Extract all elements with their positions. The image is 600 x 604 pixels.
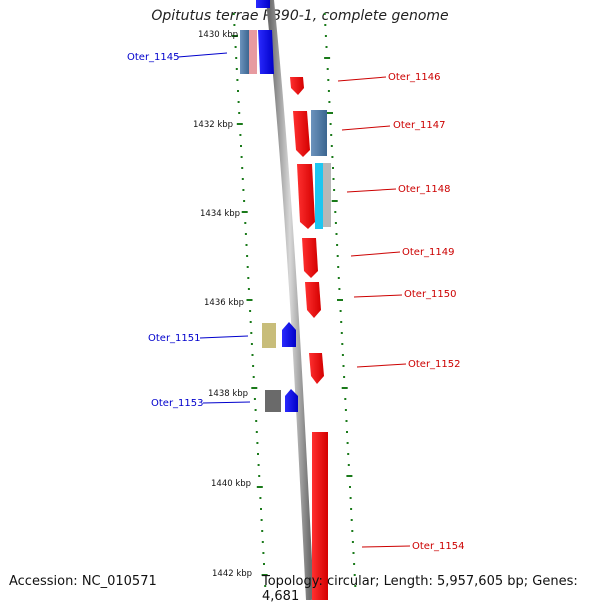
genome-backbone: [266, 0, 314, 600]
gene-oter-1154: [312, 432, 328, 600]
accession-label: Accession: NC_010571: [9, 574, 157, 589]
gene-label-oter-1149: Oter_1149: [402, 247, 455, 258]
scale-label-1436: 1436 kbp: [204, 298, 244, 308]
scale-label-1438: 1438 kbp: [208, 389, 248, 399]
gene-label-oter-1153: Oter_1153: [151, 398, 204, 409]
gene-label-oter-1152: Oter_1152: [408, 359, 461, 370]
gene-oter-1149: [302, 238, 318, 278]
scale-label-1430: 1430 kbp: [198, 30, 238, 40]
gene-label-oter-1145: Oter_1145: [127, 52, 180, 63]
gene-label-oter-1148: Oter_1148: [398, 184, 451, 195]
gene-oter-1153: [265, 389, 298, 412]
gene-label-oter-1150: Oter_1150: [404, 289, 457, 300]
genome-title: Opitutus terrae PB90-1, complete genome: [151, 8, 449, 24]
outer-scale-track: [323, 13, 357, 587]
gene-label-oter-1146: Oter_1146: [388, 72, 441, 83]
gene-oter-1145: [240, 0, 274, 74]
gene-label-oter-1154: Oter_1154: [412, 541, 465, 552]
gene-label-oter-1151: Oter_1151: [148, 333, 201, 344]
gene-oter-1146: [290, 77, 304, 95]
gene-label-oter-1147: Oter_1147: [393, 120, 446, 131]
inner-scale-track: [232, 13, 268, 587]
scale-label-1442: 1442 kbp: [212, 569, 252, 579]
scale-label-1434: 1434 kbp: [200, 209, 240, 219]
scale-label-1440: 1440 kbp: [211, 479, 251, 489]
gene-oter-1150: [305, 282, 321, 318]
gene-oter-1152: [309, 353, 324, 384]
gene-oter-1151: [262, 322, 296, 348]
scale-label-1432: 1432 kbp: [193, 120, 233, 130]
gene-oter-1147: [293, 110, 327, 157]
label-leaders: [177, 52, 411, 548]
gene-oter-1148: [297, 163, 331, 229]
